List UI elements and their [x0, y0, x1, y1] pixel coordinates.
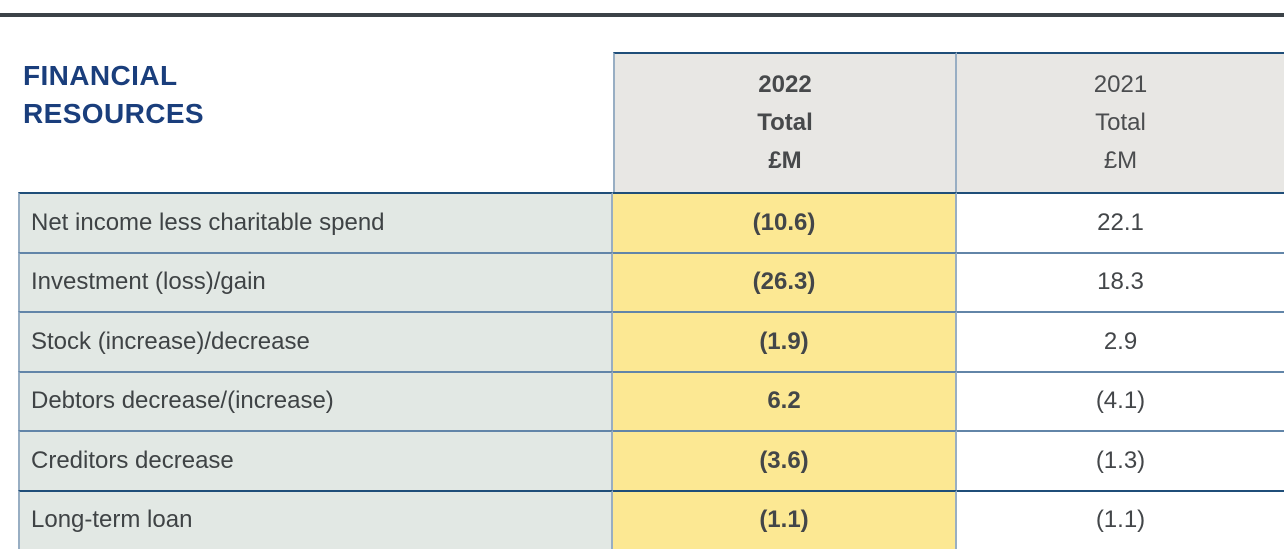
row-label-investment: Investment (loss)/gain — [18, 251, 613, 311]
page-title-line1: FINANCIAL — [23, 60, 178, 91]
value-2021-creditors: (1.3) — [957, 430, 1284, 490]
column-header-2022-unit: £M — [768, 147, 802, 174]
value-2022-debtors: 6.2 — [613, 370, 957, 430]
value-2022-stock: (1.9) — [613, 311, 957, 371]
column-header-2021-unit: £M — [1103, 147, 1138, 174]
value-2021-debtors: (4.1) — [957, 370, 1284, 430]
row-label-stock: Stock (increase)/decrease — [18, 311, 613, 371]
value-2022-long-term-loan: (1.1) — [613, 489, 957, 549]
column-header-2022-period: Total — [757, 109, 813, 136]
column-header-2022-year: 2022 — [758, 71, 812, 98]
row-label-net-income: Net income less charitable spend — [18, 192, 613, 252]
row-label-long-term-loan: Long-term loan — [18, 489, 613, 549]
row-label-creditors: Creditors decrease — [18, 430, 613, 490]
row-label-debtors: Debtors decrease/(increase) — [18, 370, 613, 430]
column-header-2021-period: Total — [1095, 109, 1146, 136]
value-2021-stock: 2.9 — [957, 311, 1284, 371]
value-2022-investment: (26.3) — [613, 251, 957, 311]
column-header-2021: 2021 Total £M — [957, 52, 1284, 192]
page-title-line2: RESOURCES — [23, 98, 204, 129]
value-2022-creditors: (3.6) — [613, 430, 957, 490]
value-2021-long-term-loan: (1.1) — [957, 489, 1284, 549]
column-header-2022: 2022 Total £M — [613, 52, 957, 192]
header-spacer — [18, 52, 613, 192]
column-header-2021-year: 2021 — [1093, 71, 1148, 98]
page-title: FINANCIAL RESOURCES — [23, 57, 204, 133]
value-2022-net-income: (10.6) — [613, 192, 957, 252]
value-2021-investment: 18.3 — [957, 251, 1284, 311]
financial-resources-table: 2022 Total £M 2021 Total £M Net income l… — [18, 52, 1284, 549]
top-rule-divider — [0, 13, 1284, 17]
value-2021-net-income: 22.1 — [957, 192, 1284, 252]
